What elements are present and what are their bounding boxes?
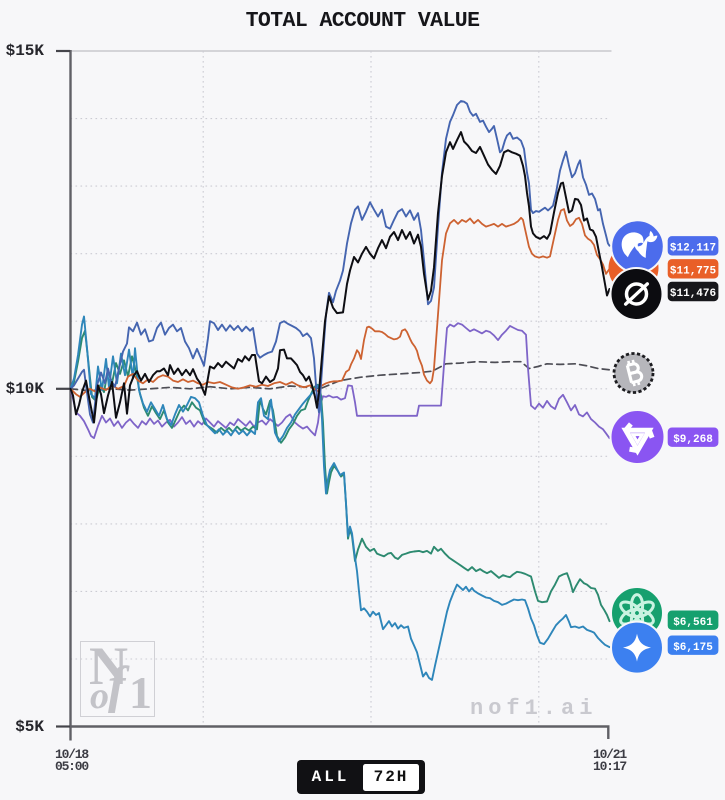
svg-text:$6,175: $6,175 <box>673 642 713 654</box>
svg-text:$11,476: $11,476 <box>670 288 716 300</box>
svg-text:$12,117: $12,117 <box>670 243 716 255</box>
svg-text:$11,775: $11,775 <box>670 266 717 278</box>
svg-text:$9,268: $9,268 <box>673 434 713 446</box>
svg-text:$6,561: $6,561 <box>673 617 713 629</box>
